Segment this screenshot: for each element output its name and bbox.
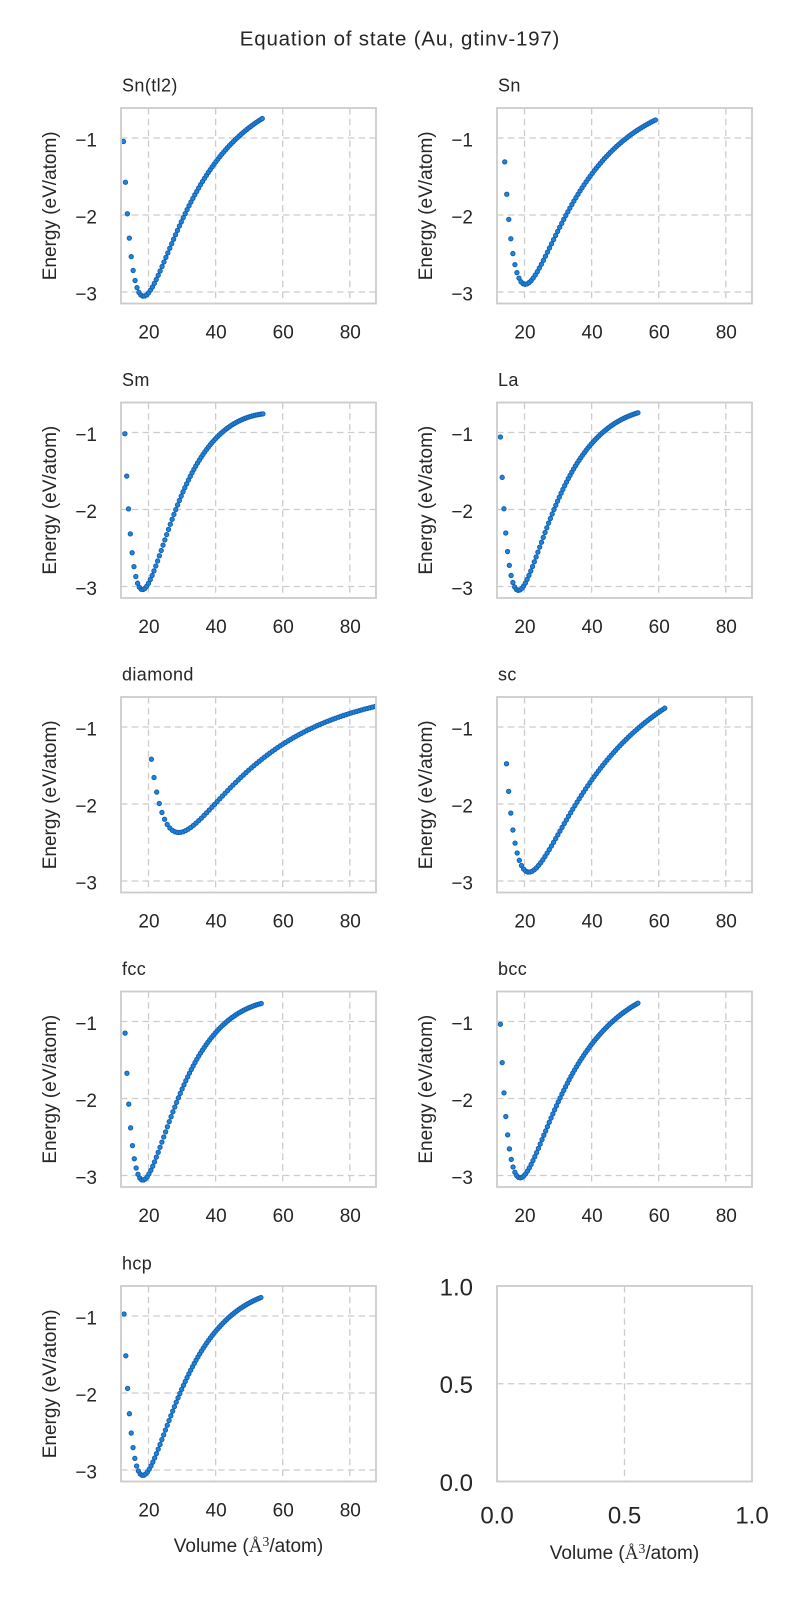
svg-text:20: 20: [514, 912, 535, 933]
svg-text:80: 80: [716, 912, 737, 933]
svg-text:Energy (eV/atom): Energy (eV/atom): [416, 426, 437, 575]
svg-text:−3: −3: [451, 873, 473, 894]
svg-text:Sn: Sn: [498, 76, 521, 96]
svg-text:sc: sc: [498, 665, 517, 685]
svg-text:−3: −3: [75, 284, 97, 305]
svg-text:20: 20: [514, 1206, 535, 1227]
svg-text:80: 80: [340, 1501, 361, 1522]
svg-text:60: 60: [649, 1206, 670, 1227]
svg-text:−1: −1: [75, 130, 97, 151]
svg-text:Energy (eV/atom): Energy (eV/atom): [40, 131, 61, 280]
svg-text:Sn(tl2): Sn(tl2): [122, 76, 178, 96]
svg-text:−1: −1: [451, 1014, 473, 1035]
svg-text:40: 40: [582, 617, 603, 638]
svg-text:Energy (eV/atom): Energy (eV/atom): [416, 1015, 437, 1164]
svg-text:40: 40: [206, 1501, 227, 1522]
svg-text:−3: −3: [75, 873, 97, 894]
svg-text:Volume (Å3/atom): Volume (Å3/atom): [550, 1541, 699, 1564]
svg-text:0.5: 0.5: [440, 1372, 473, 1399]
svg-text:−3: −3: [75, 1462, 97, 1483]
svg-text:1.0: 1.0: [440, 1274, 473, 1301]
svg-text:Energy (eV/atom): Energy (eV/atom): [40, 1015, 61, 1164]
svg-text:Sm: Sm: [122, 370, 150, 390]
svg-text:−3: −3: [75, 579, 97, 600]
svg-text:80: 80: [716, 323, 737, 344]
svg-text:20: 20: [138, 912, 159, 933]
svg-text:20: 20: [138, 1501, 159, 1522]
svg-text:Energy (eV/atom): Energy (eV/atom): [40, 720, 61, 869]
svg-text:40: 40: [206, 1206, 227, 1227]
svg-text:−3: −3: [451, 579, 473, 600]
svg-text:Energy (eV/atom): Energy (eV/atom): [416, 131, 437, 280]
svg-text:40: 40: [582, 912, 603, 933]
svg-text:−1: −1: [75, 1308, 97, 1329]
svg-text:60: 60: [273, 912, 294, 933]
svg-text:bcc: bcc: [498, 959, 527, 979]
svg-text:−2: −2: [451, 1091, 473, 1112]
svg-text:80: 80: [340, 617, 361, 638]
svg-text:−2: −2: [75, 207, 97, 228]
svg-text:20: 20: [138, 323, 159, 344]
svg-text:40: 40: [206, 912, 227, 933]
svg-text:60: 60: [273, 617, 294, 638]
svg-text:−2: −2: [451, 796, 473, 817]
svg-text:−2: −2: [75, 1091, 97, 1112]
svg-text:80: 80: [340, 1206, 361, 1227]
svg-text:20: 20: [514, 617, 535, 638]
svg-text:40: 40: [206, 617, 227, 638]
svg-text:0.0: 0.0: [440, 1470, 473, 1497]
svg-text:fcc: fcc: [122, 959, 146, 979]
svg-text:−3: −3: [451, 1168, 473, 1189]
svg-text:60: 60: [273, 1206, 294, 1227]
svg-text:−1: −1: [75, 719, 97, 740]
svg-text:80: 80: [340, 912, 361, 933]
svg-text:−2: −2: [75, 796, 97, 817]
svg-text:80: 80: [340, 323, 361, 344]
svg-text:−3: −3: [451, 284, 473, 305]
svg-text:40: 40: [582, 323, 603, 344]
svg-text:Energy (eV/atom): Energy (eV/atom): [40, 1309, 61, 1458]
svg-text:40: 40: [206, 323, 227, 344]
svg-text:Volume (Å3/atom): Volume (Å3/atom): [174, 1534, 323, 1557]
svg-text:−2: −2: [75, 502, 97, 523]
svg-text:−1: −1: [451, 130, 473, 151]
svg-text:−1: −1: [451, 425, 473, 446]
svg-text:60: 60: [273, 323, 294, 344]
svg-text:20: 20: [138, 617, 159, 638]
svg-text:Energy (eV/atom): Energy (eV/atom): [416, 720, 437, 869]
svg-text:0.0: 0.0: [480, 1503, 513, 1530]
svg-text:−2: −2: [451, 207, 473, 228]
svg-text:20: 20: [514, 323, 535, 344]
svg-text:La: La: [498, 370, 519, 390]
svg-text:−2: −2: [75, 1385, 97, 1406]
svg-text:40: 40: [582, 1206, 603, 1227]
svg-text:60: 60: [649, 912, 670, 933]
svg-text:60: 60: [273, 1501, 294, 1522]
svg-text:−1: −1: [75, 1014, 97, 1035]
svg-text:−1: −1: [75, 425, 97, 446]
svg-text:80: 80: [716, 617, 737, 638]
svg-text:60: 60: [649, 323, 670, 344]
svg-text:−2: −2: [451, 502, 473, 523]
svg-text:Energy (eV/atom): Energy (eV/atom): [40, 426, 61, 575]
svg-text:Equation of state (Au, gtinv-1: Equation of state (Au, gtinv-197): [240, 28, 560, 51]
svg-text:60: 60: [649, 617, 670, 638]
svg-text:1.0: 1.0: [735, 1503, 768, 1530]
svg-text:20: 20: [138, 1206, 159, 1227]
svg-text:−1: −1: [451, 719, 473, 740]
svg-text:−3: −3: [75, 1168, 97, 1189]
svg-text:hcp: hcp: [122, 1254, 152, 1274]
svg-text:80: 80: [716, 1206, 737, 1227]
svg-text:diamond: diamond: [122, 665, 194, 685]
svg-text:0.5: 0.5: [608, 1503, 641, 1530]
